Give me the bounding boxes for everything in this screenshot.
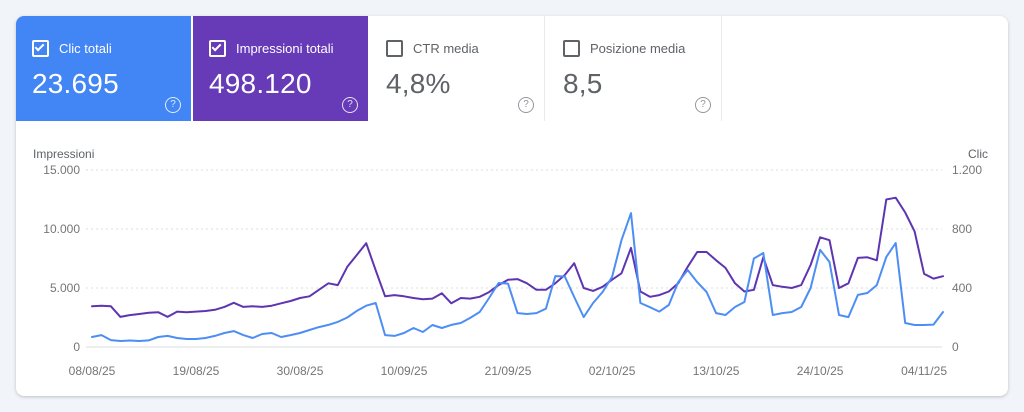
x-axis-tick: 08/08/25 (69, 364, 116, 378)
total-impressions-label: Impressioni totali (236, 41, 334, 56)
x-axis-tick: 19/08/25 (173, 364, 220, 378)
avg-ctr-checkbox[interactable] (386, 40, 403, 57)
performance-chart[interactable]: Impressioni Clic 0 5.000 10.000 15.000 0 400… (16, 121, 1008, 396)
x-axis-tick: 13/10/25 (693, 364, 740, 378)
total-clicks-checkbox[interactable] (32, 40, 49, 57)
total-impressions-checkbox[interactable] (209, 40, 226, 57)
right-axis-tick: 1.200 (952, 163, 982, 177)
left-axis-tick: 5.000 (50, 281, 80, 295)
x-axis-tick: 21/09/25 (485, 364, 532, 378)
metric-cards-row: Clic totali 23.695 ? Impressioni totali … (16, 16, 1008, 121)
x-axis-tick: 02/10/25 (589, 364, 636, 378)
avg-position-label: Posizione media (590, 41, 686, 56)
help-icon[interactable]: ? (165, 97, 181, 113)
x-axis-tick-labels: 08/08/25 19/08/25 30/08/25 10/09/25 21/09/25… (69, 364, 948, 378)
card-header: CTR media (386, 40, 532, 57)
right-axis-title: Clic (968, 147, 988, 161)
metric-card-avg-position[interactable]: Posizione media 8,5 ? (547, 16, 722, 121)
right-axis-tick: 400 (952, 281, 972, 295)
avg-position-value: 8,5 (563, 68, 603, 99)
help-icon[interactable]: ? (695, 97, 711, 113)
left-axis-tick: 15.000 (43, 163, 80, 177)
avg-ctr-value: 4,8% (386, 68, 451, 99)
chart-gridlines (86, 169, 942, 348)
total-impressions-value: 498.120 (209, 68, 312, 99)
clicks-line (91, 212, 944, 342)
x-axis-tick: 04/11/25 (901, 364, 947, 378)
left-axis-tick: 0 (73, 340, 80, 354)
card-header: Clic totali (32, 40, 179, 57)
right-axis-tick: 800 (952, 222, 972, 236)
metric-card-total-clicks[interactable]: Clic totali 23.695 ? (16, 16, 191, 121)
performance-panel: Clic totali 23.695 ? Impressioni totali … (16, 16, 1008, 396)
avg-ctr-label: CTR media (413, 41, 479, 56)
help-icon[interactable]: ? (518, 97, 534, 113)
total-clicks-label: Clic totali (59, 41, 112, 56)
x-axis-tick: 30/08/25 (277, 364, 324, 378)
metric-card-avg-ctr[interactable]: CTR media 4,8% ? (370, 16, 545, 121)
total-clicks-value: 23.695 (32, 68, 119, 99)
metric-card-total-impressions[interactable]: Impressioni totali 498.120 ? (193, 16, 368, 121)
card-header: Impressioni totali (209, 40, 356, 57)
x-axis-tick: 24/10/25 (797, 364, 844, 378)
card-header: Posizione media (563, 40, 709, 57)
help-icon[interactable]: ? (342, 97, 358, 113)
right-axis-tick-labels: 0 400 800 1.200 (952, 163, 982, 354)
right-axis-tick: 0 (952, 340, 959, 354)
x-axis-tick: 10/09/25 (381, 364, 428, 378)
avg-position-checkbox[interactable] (563, 40, 580, 57)
left-axis-title: Impressioni (33, 147, 94, 161)
impressions-line (91, 196, 944, 318)
left-axis-tick-labels: 0 5.000 10.000 15.000 (43, 163, 80, 354)
left-axis-tick: 10.000 (43, 222, 80, 236)
